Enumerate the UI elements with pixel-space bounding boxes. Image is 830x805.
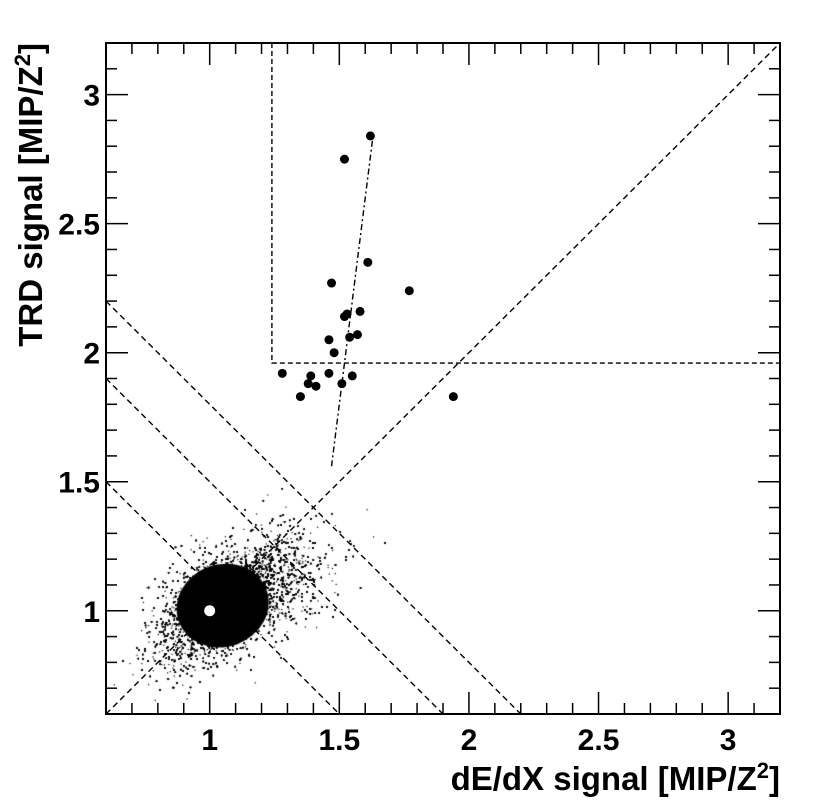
data-point-14 (345, 332, 355, 342)
y-tick-label: 1.5 (58, 467, 100, 500)
data-point-19 (365, 131, 375, 141)
data-point-13 (342, 309, 352, 319)
anti-diagonal-line-1 (106, 300, 522, 714)
y-tick-label: 2 (83, 338, 100, 371)
data-points (204, 131, 458, 617)
y-tick-label: 2.5 (58, 209, 100, 242)
data-point-2 (295, 392, 305, 402)
tick-labels: 1 1.5 2 2.5 3 1 1.5 2 2.5 3 (58, 80, 736, 757)
data-point-1 (277, 368, 287, 378)
y-axis-title: TRD signal [MIP/Z2] (10, 43, 50, 347)
data-point-9 (329, 348, 339, 358)
data-point-20 (404, 286, 414, 296)
x-tick-label: 2 (461, 724, 478, 757)
reference-lines (106, 43, 780, 714)
x-tick-label: 2.5 (578, 724, 620, 757)
x-tick-label: 1.5 (318, 724, 360, 757)
diagonal-line (106, 43, 780, 714)
data-point-5 (311, 381, 321, 391)
y-tick-label: 3 (83, 80, 100, 113)
data-point-17 (355, 306, 365, 316)
anti-diagonal-line-3 (106, 481, 340, 714)
data-point-3 (306, 371, 316, 381)
data-point-12 (339, 154, 349, 164)
data-point-15 (347, 371, 357, 381)
data-point-4 (303, 379, 313, 389)
center-marker (204, 605, 216, 617)
data-point-6 (324, 368, 334, 378)
axis-ticks (105, 42, 781, 715)
data-point-7 (324, 335, 334, 345)
x-tick-label: 3 (720, 724, 737, 757)
selection-box (271, 43, 780, 364)
y-tick-label: 1 (83, 596, 100, 629)
data-point-16 (352, 330, 362, 340)
data-point-21 (448, 392, 458, 402)
data-point-18 (363, 257, 373, 267)
x-tick-label: 1 (201, 724, 218, 757)
data-point-8 (327, 278, 337, 288)
data-point-10 (337, 379, 347, 389)
x-axis-title: dE/dX signal [MIP/Z2] (451, 758, 780, 798)
